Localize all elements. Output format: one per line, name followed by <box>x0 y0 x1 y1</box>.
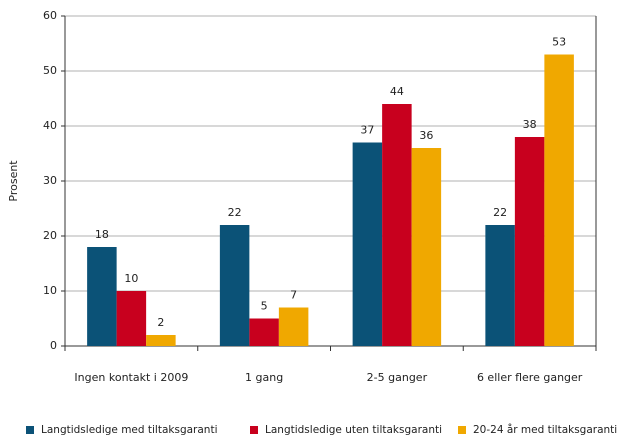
x-tick-label: 1 gang <box>245 371 283 384</box>
data-label: 18 <box>95 228 109 241</box>
y-axis-label: Prosent <box>7 160 20 202</box>
x-tick-label: 6 eller flere ganger <box>477 371 583 384</box>
bar <box>87 247 117 346</box>
bar <box>352 142 383 346</box>
legend-swatch <box>250 426 258 434</box>
legend-swatch <box>26 426 34 434</box>
bar <box>146 335 176 346</box>
data-label: 2 <box>157 316 164 329</box>
bar <box>514 137 545 346</box>
y-tick-label: 30 <box>43 174 57 187</box>
x-tick-label: Ingen kontakt i 2009 <box>74 371 188 384</box>
legend-label: Langtidsledige uten tiltaksgaranti <box>265 424 442 436</box>
data-label: 22 <box>228 206 242 219</box>
y-tick-label: 0 <box>50 339 57 352</box>
y-tick-label: 10 <box>43 284 57 297</box>
bar <box>278 307 309 346</box>
y-tick-label: 60 <box>43 9 57 22</box>
data-label: 38 <box>523 118 537 131</box>
data-label: 22 <box>493 206 507 219</box>
data-label: 7 <box>290 289 297 302</box>
x-tick-label: 2-5 ganger <box>367 371 428 384</box>
bar <box>485 225 515 346</box>
y-tick-label: 20 <box>43 229 57 242</box>
bar <box>219 225 250 346</box>
bar <box>544 54 574 346</box>
data-label: 44 <box>390 85 404 98</box>
legend-label: Langtidsledige med tiltaksgaranti <box>41 424 217 436</box>
bar <box>411 148 442 346</box>
y-tick-label: 40 <box>43 119 57 132</box>
data-label: 37 <box>360 124 374 137</box>
y-tick-label: 50 <box>43 64 57 77</box>
bar <box>382 104 412 346</box>
data-label: 36 <box>419 129 433 142</box>
bar <box>116 291 147 346</box>
data-label: 53 <box>552 36 566 49</box>
legend-swatch <box>458 426 466 434</box>
data-label: 5 <box>261 300 268 313</box>
bar <box>249 318 279 346</box>
legend-label: 20-24 år med tiltaksgaranti <box>473 423 617 436</box>
data-label: 10 <box>124 272 138 285</box>
